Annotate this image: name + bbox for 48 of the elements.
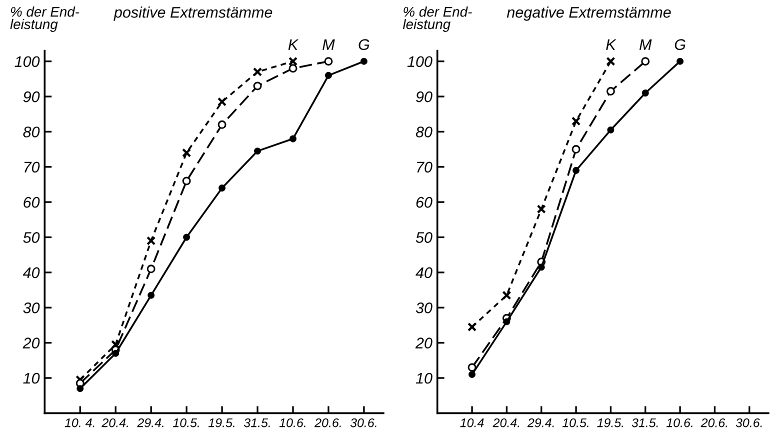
chart-title: negative Extremstämme (506, 6, 671, 21)
y-tick-label: 60 (416, 196, 432, 208)
chart-title: positive Extremstämme (114, 6, 272, 21)
series-label: M (639, 39, 652, 50)
y-tick-label: 80 (23, 126, 40, 138)
series-label: K (288, 39, 299, 50)
y-tick-label: 30 (23, 302, 40, 314)
y-tick-label: 80 (416, 126, 432, 138)
x-tick-label: 20.4. (102, 418, 128, 428)
y-tick-label: 20 (22, 338, 40, 348)
y-tick-label: 90 (416, 91, 432, 102)
y-tick-label: 60 (24, 196, 40, 208)
y-tick-label: 10 (23, 372, 40, 384)
y-axis-title: % der End- leistung (402, 6, 472, 32)
series-label: K (606, 39, 616, 50)
x-tick-label: 10.4 (460, 418, 484, 428)
x-tick-label: 19.5. (597, 418, 624, 428)
y-tick-label: 90 (23, 91, 40, 102)
x-tick-label: 20.6. (700, 418, 728, 428)
y-axis-title: % der End- leistung (10, 6, 80, 32)
y-tick-label: 70 (417, 162, 432, 173)
series-label: G (674, 39, 686, 50)
y-tick-label: 50 (23, 232, 40, 243)
y-tick-label: 10 (416, 372, 432, 384)
y-tick-label: 100 (14, 56, 40, 68)
x-tick-label: 29.4. (527, 418, 554, 428)
x-tick-label: 10. 4. (64, 418, 94, 428)
x-tick-label: 31.5. (244, 418, 270, 428)
x-tick-label: 10.5. (562, 418, 588, 428)
y-tick-label: 30 (416, 302, 432, 314)
x-tick-label: 30.6. (736, 418, 762, 428)
x-tick-label: 20.4. (492, 418, 520, 428)
x-tick-label: 19.5. (208, 418, 234, 428)
x-tick-label: 20.6. (314, 418, 341, 428)
y-tick-label: 20 (415, 338, 432, 348)
y-tick-label: 70 (24, 162, 40, 173)
x-tick-label: 30.6. (350, 418, 376, 428)
x-tick-label: 31.5. (632, 418, 658, 428)
x-tick-label: 10.5. (172, 418, 199, 428)
y-tick-label: 40 (416, 267, 432, 278)
y-tick-label: 50 (416, 232, 432, 243)
x-tick-label: 10.6. (666, 418, 692, 428)
series-label: G (358, 39, 370, 50)
x-tick-label: 29.4. (137, 418, 164, 428)
y-tick-label: 100 (407, 56, 432, 68)
x-tick-label: 10.6. (279, 418, 306, 428)
y-tick-label: 40 (22, 267, 40, 278)
series-label: M (322, 39, 335, 50)
